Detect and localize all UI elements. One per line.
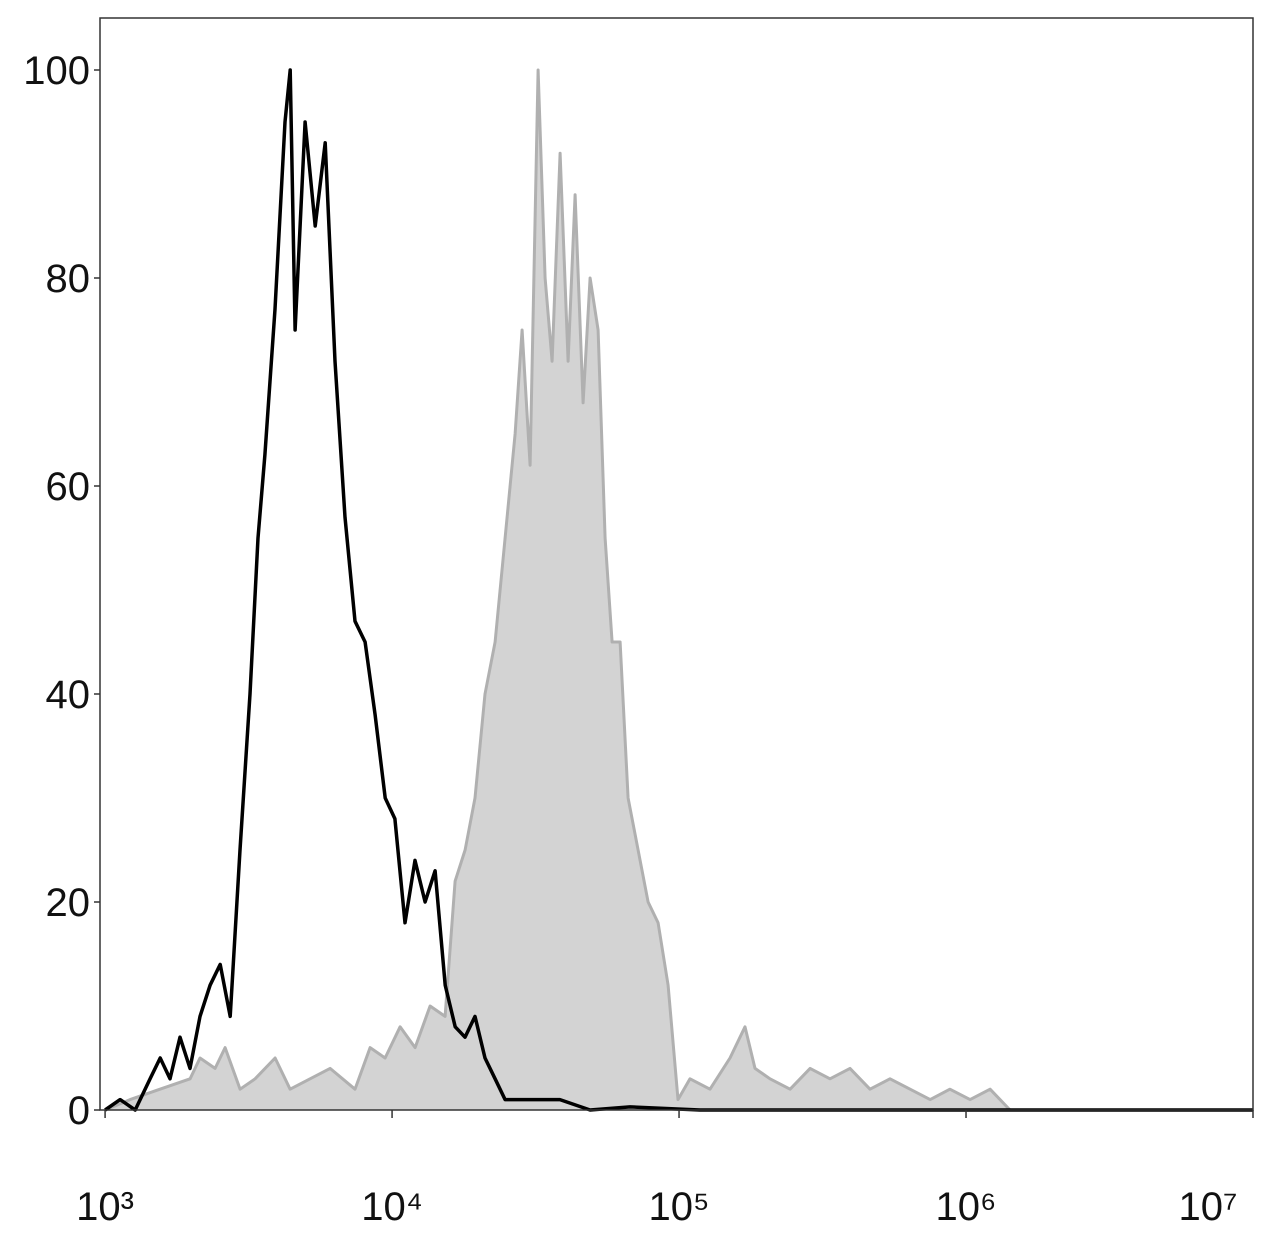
y-tick-label: 20 <box>46 881 91 925</box>
histogram-fill <box>105 70 1253 1110</box>
x-tick-label: 10⁶ <box>936 1185 997 1229</box>
x-tick-label: 10⁴ <box>361 1185 423 1229</box>
y-tick-label: 0 <box>68 1089 90 1133</box>
histogram-line <box>104 68 1253 1112</box>
x-tick-label: 10⁵ <box>649 1185 710 1229</box>
x-tick-label: 10⁷ <box>1179 1185 1238 1229</box>
y-tick-label: 60 <box>46 465 91 509</box>
y-tick-label: 80 <box>46 257 91 301</box>
x-tick-label: 10³ <box>76 1185 134 1229</box>
histogram-line <box>104 68 1253 1112</box>
plot-frame <box>99 17 1254 1111</box>
y-tick-label: 40 <box>46 673 91 717</box>
y-tick-label: 100 <box>23 49 90 93</box>
